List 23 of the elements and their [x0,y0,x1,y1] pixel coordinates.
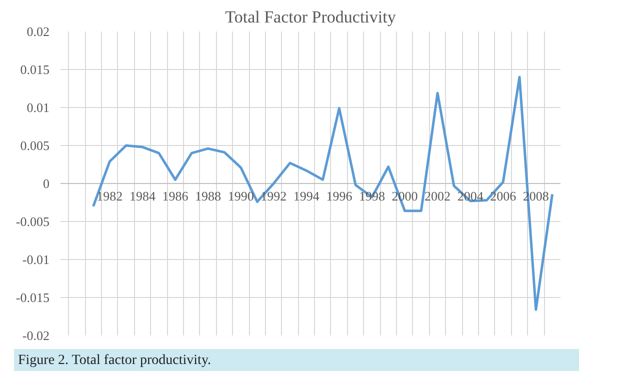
y-tick-label: -0.02 [22,328,50,343]
x-tick-label: 2006 [490,188,517,204]
x-tick-label: 1992 [260,188,287,204]
chart-title: Total Factor Productivity [225,8,396,26]
line-series [92,76,554,311]
y-tick-label: -0.005 [16,214,50,229]
x-tick-label: 1994 [293,188,320,204]
y-tick-label: 0.015 [20,62,50,77]
x-tick-label: 1982 [96,188,123,204]
y-tick-label: -0.015 [16,290,50,305]
y-tick-label: -0.01 [22,252,50,267]
x-tick-label: 1988 [195,188,222,204]
x-tick-label: 2002 [424,188,451,204]
x-tick-label: 1984 [129,188,156,204]
y-tick-label: 0 [43,176,50,191]
x-tick-label: 1996 [326,188,353,204]
y-tick-label: 0.02 [26,24,50,39]
y-tick-label: 0.005 [20,138,50,153]
x-tick-label: 1998 [358,188,385,204]
x-tick-label: 1986 [162,188,189,204]
x-tick-label: 1990 [228,188,254,204]
y-tick-label: 0.01 [26,100,50,115]
caption: Figure 2. Total factor productivity. [18,352,212,370]
